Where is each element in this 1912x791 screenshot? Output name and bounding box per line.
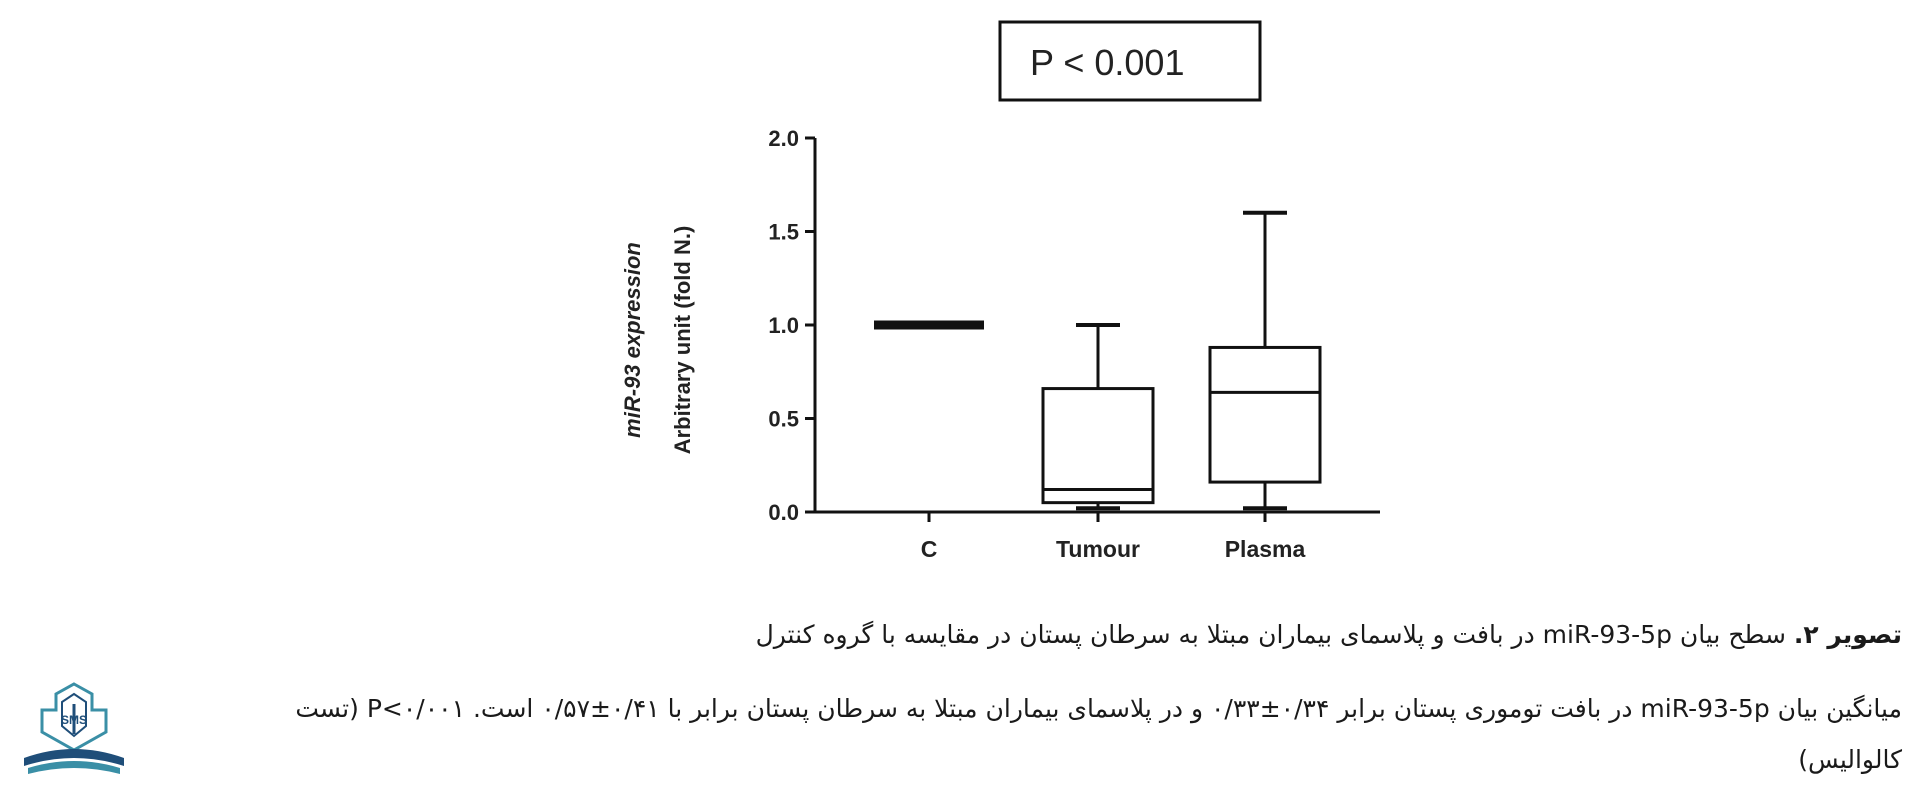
y-tick-label: 0.0 [768,500,799,525]
body-pvalue: P<۰/۰۰۱ [366,694,466,723]
body-gene: miR-93-5p [1640,694,1770,723]
body-text-line-1: میانگین بیان miR-93-5p در بافت توموری پس… [295,694,1902,723]
caption-label: تصویر ۲. [1793,620,1902,649]
body-text-line-2: کالوالیس) [1798,745,1902,774]
caption-prefix: سطح بیان [1679,620,1786,649]
y-tick-label: 0.5 [768,407,799,432]
logo-text: SMS [61,713,87,727]
box-tumour [1041,323,1155,511]
x-tick-label: C [921,536,938,562]
body-line2: کالوالیس) [1798,745,1902,774]
body-middle: در بافت توموری پستان برابر ۰/۳۴±۰/۳۳ و د… [472,694,1633,723]
y-axis-title: miR-93 expression Arbitrary unit (fold N… [620,226,695,455]
body-prefix: میانگین بیان [1777,694,1902,723]
x-tick-label: Tumour [1056,536,1140,562]
boxes [874,210,1322,511]
x-tick-label: Plasma [1225,536,1306,562]
annotation-box [998,20,1262,102]
figure-caption: تصویر ۲. سطح بیان miR-93-5p در بافت و پل… [756,620,1902,649]
annotation-text: P < 0.001 [1030,42,1184,83]
y-axis-title-line1: miR-93 expression [620,242,645,438]
y-tick-label: 1.0 [768,313,799,338]
y-tick-label: 2.0 [768,126,799,151]
body-suffix: (تست [295,694,359,723]
y-axis-title-line2: Arbitrary unit (fold N.) [670,226,695,455]
x-ticks: C Tumour Plasma [921,512,1306,562]
y-tick-label: 1.5 [768,220,799,245]
box-iqr [1041,387,1155,505]
y-ticks: 0.0 0.5 1.0 1.5 2.0 [768,126,815,525]
box-iqr [1208,345,1322,484]
caption-suffix: در بافت و پلاسمای بیماران مبتلا به سرطان… [755,620,1535,649]
box-plasma [1208,210,1322,511]
caption-gene: miR-93-5p [1542,620,1672,649]
journal-logo-icon: SMS [24,682,124,774]
